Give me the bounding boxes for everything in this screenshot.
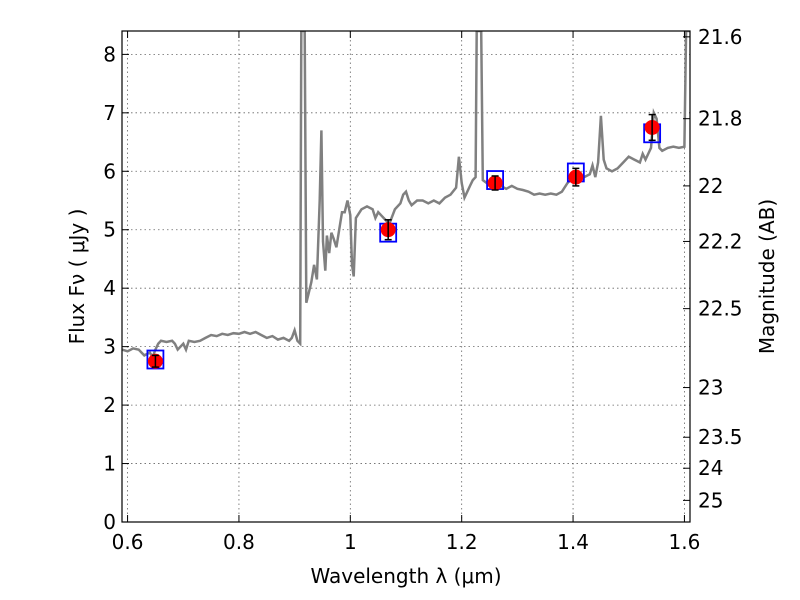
- x-axis-label: Wavelength λ (μm): [310, 564, 501, 588]
- right-tick-label: 23: [698, 376, 723, 400]
- x-tick-label: 1.4: [557, 530, 589, 554]
- right-tick-label: 22: [698, 174, 723, 198]
- axis-ticks: 0.6 0.8 1 1.2 1.4 1.601234567821.621.82222.22…: [103, 25, 742, 554]
- right-tick-label: 22.5: [698, 297, 743, 321]
- right-tick-label: 25: [698, 488, 723, 512]
- plot-frame: [121, 30, 691, 523]
- y-tick-label: 7: [103, 101, 116, 125]
- y-tick-label: 3: [103, 335, 116, 359]
- x-tick-label: 1.6: [669, 530, 701, 554]
- y-tick-label: 6: [103, 159, 116, 183]
- y-tick-label: 5: [103, 218, 116, 242]
- x-tick-label: 1: [344, 530, 357, 554]
- grid: [122, 31, 690, 523]
- photometry-points: [146, 113, 662, 370]
- y-right-axis-label: Magnitude (AB): [755, 199, 779, 354]
- y-tick-label: 4: [103, 276, 116, 300]
- x-tick-label: 0.6: [112, 530, 144, 554]
- right-tick-label: 23.5: [698, 425, 743, 449]
- y-tick-label: 2: [103, 393, 116, 417]
- y-tick-label: 0: [103, 510, 116, 534]
- right-tick-label: 22.2: [698, 229, 743, 253]
- x-tick-label: 1.2: [446, 530, 478, 554]
- right-tick-label: 21.8: [698, 107, 743, 131]
- right-tick-label: 21.6: [698, 25, 743, 49]
- model-spectrum: [122, 31, 690, 361]
- y-tick-label: 8: [103, 42, 116, 66]
- x-tick-label: 0.8: [223, 530, 255, 554]
- y-tick-label: 1: [103, 452, 116, 476]
- y-axis-label: Flux Fν ( μJy ): [65, 209, 89, 345]
- right-tick-label: 24: [698, 456, 723, 480]
- model-spectrum-line: [122, 31, 690, 361]
